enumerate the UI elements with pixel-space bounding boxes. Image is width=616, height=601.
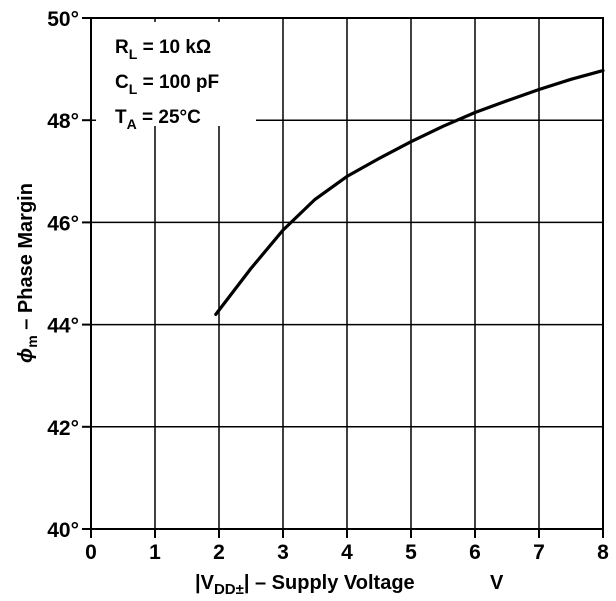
condition-subscript: L <box>129 81 138 97</box>
condition-line: TA = 25°C <box>115 107 201 132</box>
y-tick-label: 44° <box>47 315 79 338</box>
y-tick-label: 40° <box>47 519 79 542</box>
condition-subscript: A <box>127 116 137 132</box>
condition-line: RL = 10 kΩ <box>115 37 211 62</box>
condition-symbol: R <box>115 37 129 58</box>
condition-value: = 10 kΩ <box>137 37 211 58</box>
y-axis-text: – Phase Margin <box>15 183 37 335</box>
y-axis-symbol: ϕ <box>15 348 37 363</box>
y-axis-title: ϕm – Phase Margin <box>15 183 40 363</box>
x-axis-unit: V <box>490 572 504 594</box>
x-tick-label: 3 <box>277 541 289 564</box>
ticks: 0 1 2 3 4 5 6 7 8 40° 42° 44° 46° 48° 50° <box>47 8 609 564</box>
x-axis-subscript: DD± <box>214 581 244 598</box>
x-axis-title: |VDD±| – Supply Voltage <box>195 572 415 598</box>
condition-value: = 25°C <box>137 107 201 128</box>
x-tick-label: 5 <box>405 541 417 564</box>
condition-value: = 100 pF <box>137 72 219 93</box>
y-axis-subscript: m <box>24 335 40 347</box>
condition-line: CL = 100 pF <box>115 72 219 97</box>
x-axis-prefix: |V <box>195 572 215 594</box>
y-tick-label: 48° <box>47 110 79 133</box>
phase-margin-curve <box>214 68 605 316</box>
x-tick-label: 4 <box>341 541 353 564</box>
condition-subscript: L <box>129 46 138 62</box>
conditions-box <box>96 22 256 126</box>
condition-symbol: T <box>115 107 127 128</box>
y-tick-label: 42° <box>47 417 79 440</box>
x-tick-label: 7 <box>533 541 545 564</box>
x-tick-label: 0 <box>85 541 97 564</box>
x-tick-label: 6 <box>469 541 481 564</box>
x-tick-label: 1 <box>149 541 161 564</box>
series <box>214 68 605 316</box>
x-axis-suffix: | – Supply Voltage <box>244 572 415 594</box>
x-tick-label: 2 <box>213 541 225 564</box>
y-tick-label: 50° <box>47 8 79 31</box>
x-tick-label: 8 <box>597 541 609 564</box>
y-tick-label: 46° <box>47 212 79 235</box>
condition-symbol: C <box>115 72 129 93</box>
